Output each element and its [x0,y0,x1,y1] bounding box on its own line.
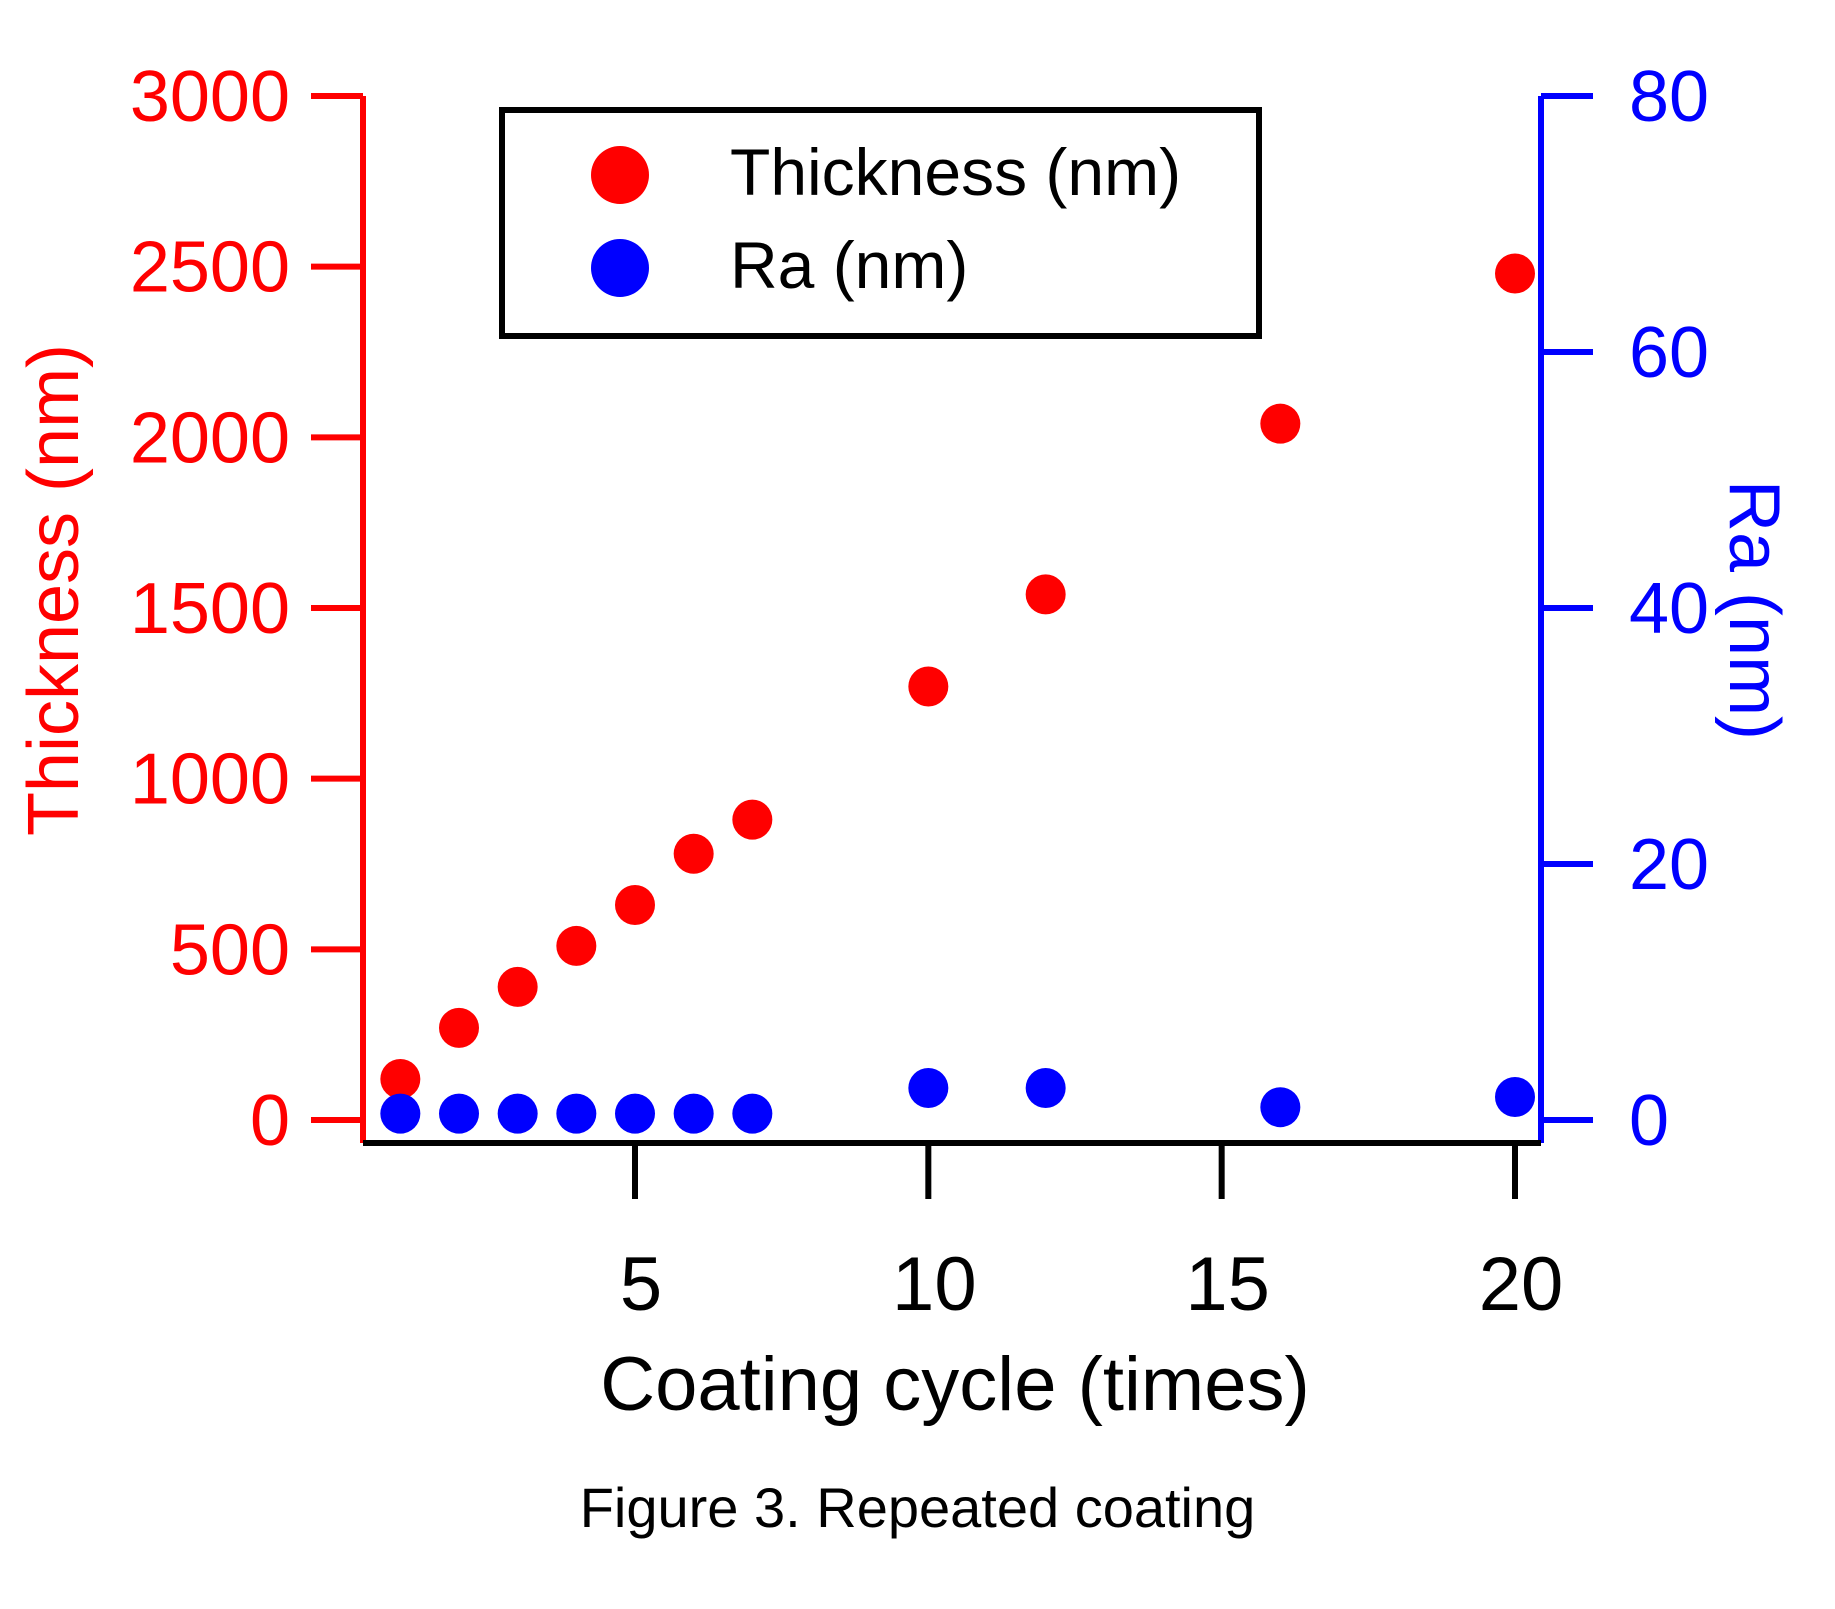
x-tick-label: 10 [892,1242,977,1327]
legend-marker-ra [591,239,649,297]
thickness-point [908,666,949,707]
left-tick-label: 2000 [130,398,290,478]
ra-point [732,1093,773,1134]
thickness-point [1025,574,1066,615]
x-axis: 5 10 15 20 [363,1140,1564,1327]
left-tick-label: 1000 [130,740,290,820]
x-tick-label: 5 [620,1242,662,1327]
thickness-point [673,833,714,874]
left-y-axis: 0 500 1000 1500 2000 2500 3000 [130,57,366,1161]
legend-label-thickness: Thickness (nm) [730,135,1181,209]
legend-label-ra: Ra (nm) [730,228,968,302]
thickness-point [439,1007,479,1048]
left-tick-label: 3000 [130,57,290,137]
ra-point [1495,1076,1535,1117]
thickness-point [1495,253,1535,294]
thickness-point [380,1059,421,1100]
right-tick-label: 80 [1629,57,1709,137]
x-axis-label: Coating cycle (times) [600,1342,1310,1427]
thickness-point [497,966,538,1007]
ra-point [556,1093,597,1134]
ra-point [439,1093,479,1134]
right-tick-label: 20 [1629,825,1709,905]
x-tick-label: 15 [1185,1242,1270,1327]
thickness-point [1260,403,1301,444]
ra-point [1260,1087,1301,1128]
y-axis-right-label: Ra (nm) [1714,480,1794,740]
y-axis-left-label: Thickness (nm) [14,344,94,836]
ra-point [1025,1068,1066,1108]
ra-point [380,1093,421,1134]
legend-marker-thickness [591,146,649,204]
left-tick-label: 500 [170,910,290,990]
ra-point [673,1093,714,1134]
left-tick-label: 2500 [130,228,290,308]
left-tick-label: 1500 [130,569,290,649]
left-tick-label: 0 [250,1081,290,1161]
right-tick-label: 40 [1629,569,1709,649]
right-tick-label: 0 [1629,1081,1669,1161]
thickness-point [732,799,773,840]
ra-point [615,1093,655,1134]
x-tick-label: 20 [1479,1242,1564,1327]
right-tick-label: 60 [1629,313,1709,393]
data-points [380,253,1535,1134]
thickness-point [615,884,655,925]
figure-caption: Figure 3. Repeated coating [579,1476,1256,1539]
thickness-point [556,925,597,966]
ra-point [908,1068,949,1108]
ra-point [497,1093,538,1134]
legend-box [499,107,1262,339]
right-y-axis: 0 20 40 60 80 [1538,57,1709,1161]
legend: Thickness (nm) Ra (nm) [499,107,1262,339]
